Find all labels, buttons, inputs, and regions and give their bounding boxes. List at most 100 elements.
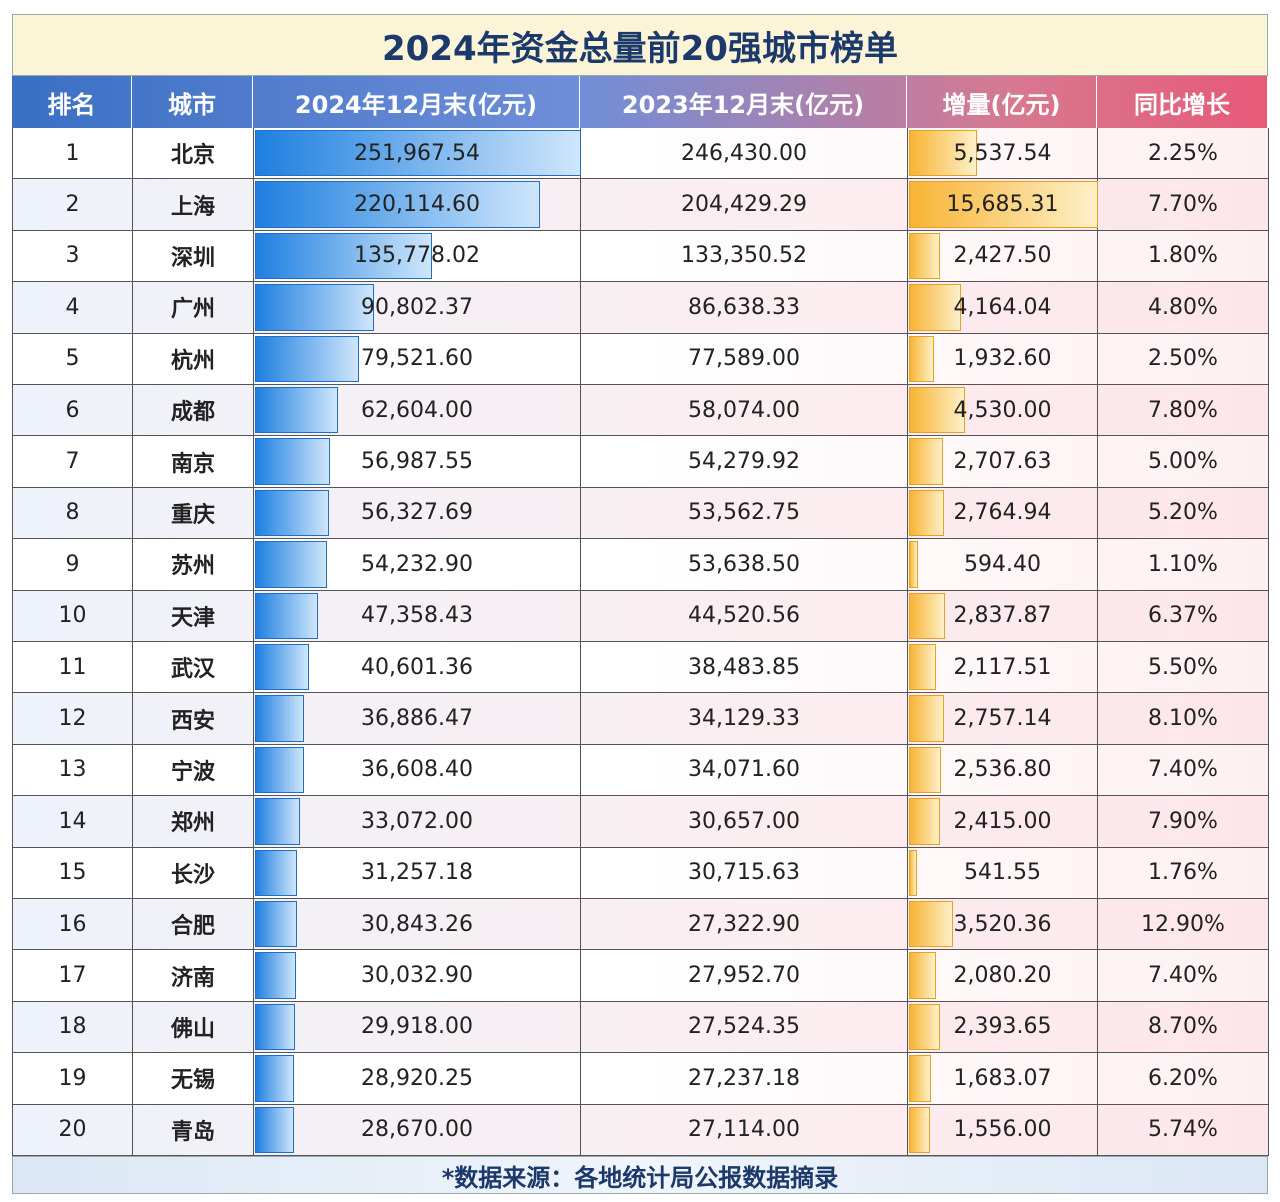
table-cell: 53,638.50 (581, 539, 908, 591)
table-cell: 54,232.90 (254, 539, 581, 591)
cell-text: 90,802.37 (361, 294, 473, 320)
table-cell: 62,604.00 (254, 385, 581, 437)
footer-note: *数据来源：各地统计局公报数据摘录 (12, 1156, 1268, 1194)
table-cell: 29,918.00 (254, 1001, 581, 1054)
table-cell: 2,415.00 (908, 796, 1098, 848)
cell-text: 1,683.07 (953, 1065, 1052, 1091)
cell-text: 苏州 (170, 554, 215, 580)
data-bar-blue (255, 952, 296, 999)
data-bar-orange (909, 1106, 930, 1153)
cell-text: 79,521.60 (361, 346, 473, 372)
cell-text: 6 (65, 397, 80, 423)
table-cell: 重庆 (133, 487, 254, 540)
table-cell: 14 (13, 796, 133, 848)
table-cell: 3 (13, 230, 133, 283)
cell-text: 40,601.36 (361, 654, 473, 680)
table-cell: 3,520.36 (908, 899, 1098, 951)
cell-text: 54,279.92 (688, 449, 800, 475)
table-row: 2 上海 220,114.60 204,429.29 15,685.31 7.70% (12, 179, 1269, 231)
table-cell: 5.20% (1098, 487, 1269, 540)
header-row: 排名 城市 2024年12月末(亿元) 2023年12月末(亿元) 增量(亿元) 同比增长 (12, 76, 1268, 128)
table-cell: 36,608.40 (254, 744, 581, 797)
cell-text: 15 (58, 860, 87, 886)
table-cell: 青岛 (133, 1104, 254, 1156)
cell-text: 53,562.75 (688, 500, 800, 526)
table-cell: 1.10% (1098, 539, 1269, 591)
table-cell: 28,670.00 (254, 1104, 581, 1156)
column-header: 城市 (132, 76, 253, 128)
cell-text: 5.74% (1148, 1117, 1218, 1143)
table-cell: 594.40 (908, 539, 1098, 591)
table-cell: 30,657.00 (581, 796, 908, 848)
table-cell: 7.40% (1098, 950, 1269, 1002)
table-cell: 27,524.35 (581, 1001, 908, 1054)
data-bar-blue (255, 284, 374, 331)
data-bar-blue (255, 695, 305, 742)
cell-text: 合肥 (170, 914, 215, 940)
table-cell: 济南 (133, 950, 254, 1002)
cell-text: 541.55 (964, 860, 1041, 886)
table-cell: 133,350.52 (581, 230, 908, 283)
table-cell: 6.20% (1098, 1053, 1269, 1105)
cell-text: 2,707.63 (953, 449, 1052, 475)
table-cell: 38,483.85 (581, 642, 908, 694)
data-bar-orange (909, 644, 937, 691)
cell-text: 3,520.36 (953, 911, 1052, 937)
cell-text: 2.25% (1148, 140, 1218, 166)
table-cell: 34,071.60 (581, 744, 908, 797)
data-bar-orange (909, 798, 940, 845)
data-bar-orange (909, 130, 978, 177)
table-cell: 251,967.54 (254, 128, 581, 180)
data-bar-orange (909, 541, 919, 588)
cell-text: 27,524.35 (688, 1014, 800, 1040)
table-cell: 2,080.20 (908, 950, 1098, 1002)
column-header: 排名 (12, 76, 132, 128)
table-cell: 长沙 (133, 847, 254, 899)
column-header: 2024年12月末(亿元) (253, 76, 580, 128)
cell-text: 12.90% (1141, 911, 1225, 937)
table-cell: 南京 (133, 436, 254, 488)
table-cell: 47,358.43 (254, 590, 581, 642)
data-bar-orange (909, 181, 1098, 228)
cell-text: 2,427.50 (953, 243, 1052, 269)
cell-text: 2,837.87 (953, 603, 1052, 629)
cell-text: 无锡 (170, 1068, 215, 1094)
data-bar-blue (255, 644, 310, 691)
cell-text: 5.20% (1148, 500, 1218, 526)
cell-text: 17 (58, 963, 87, 989)
cell-text: 20 (58, 1117, 87, 1143)
cell-text: 济南 (170, 965, 215, 991)
column-header: 增量(亿元) (907, 76, 1097, 128)
cell-text: 7.90% (1148, 808, 1218, 834)
table-cell: 1.76% (1098, 847, 1269, 899)
table-cell: 2.25% (1098, 128, 1269, 180)
table-cell: 8.70% (1098, 1001, 1269, 1054)
table-row: 20 青岛 28,670.00 27,114.00 1,556.00 5.74% (12, 1104, 1269, 1156)
data-bar-orange (909, 489, 944, 537)
table-cell: 27,952.70 (581, 950, 908, 1002)
table-cell: 1.80% (1098, 230, 1269, 283)
table-cell: 28,920.25 (254, 1053, 581, 1105)
cell-text: 南京 (170, 451, 215, 477)
table-cell: 10 (13, 590, 133, 642)
table-cell: 15,685.31 (908, 179, 1098, 231)
data-bar-blue (255, 592, 318, 639)
table-row: 4 广州 90,802.37 86,638.33 4,164.04 4.80% (12, 282, 1269, 334)
table-cell: 31,257.18 (254, 847, 581, 899)
cell-text: 1.80% (1148, 243, 1218, 269)
table-cell: 34,129.33 (581, 693, 908, 745)
data-bar-blue (255, 746, 305, 794)
cell-text: 77,589.00 (688, 346, 800, 372)
data-bar-blue (255, 849, 298, 896)
cell-text: 246,430.00 (681, 140, 807, 166)
cell-text: 7.70% (1148, 192, 1218, 218)
cell-text: 成都 (170, 400, 215, 426)
table-cell: 54,279.92 (581, 436, 908, 488)
table-cell: 成都 (133, 385, 254, 437)
table-cell: 16 (13, 899, 133, 951)
cell-text: 长沙 (170, 862, 215, 888)
cell-text: 郑州 (170, 811, 215, 837)
cell-text: 30,032.90 (361, 963, 473, 989)
table-cell: 2,393.65 (908, 1001, 1098, 1054)
